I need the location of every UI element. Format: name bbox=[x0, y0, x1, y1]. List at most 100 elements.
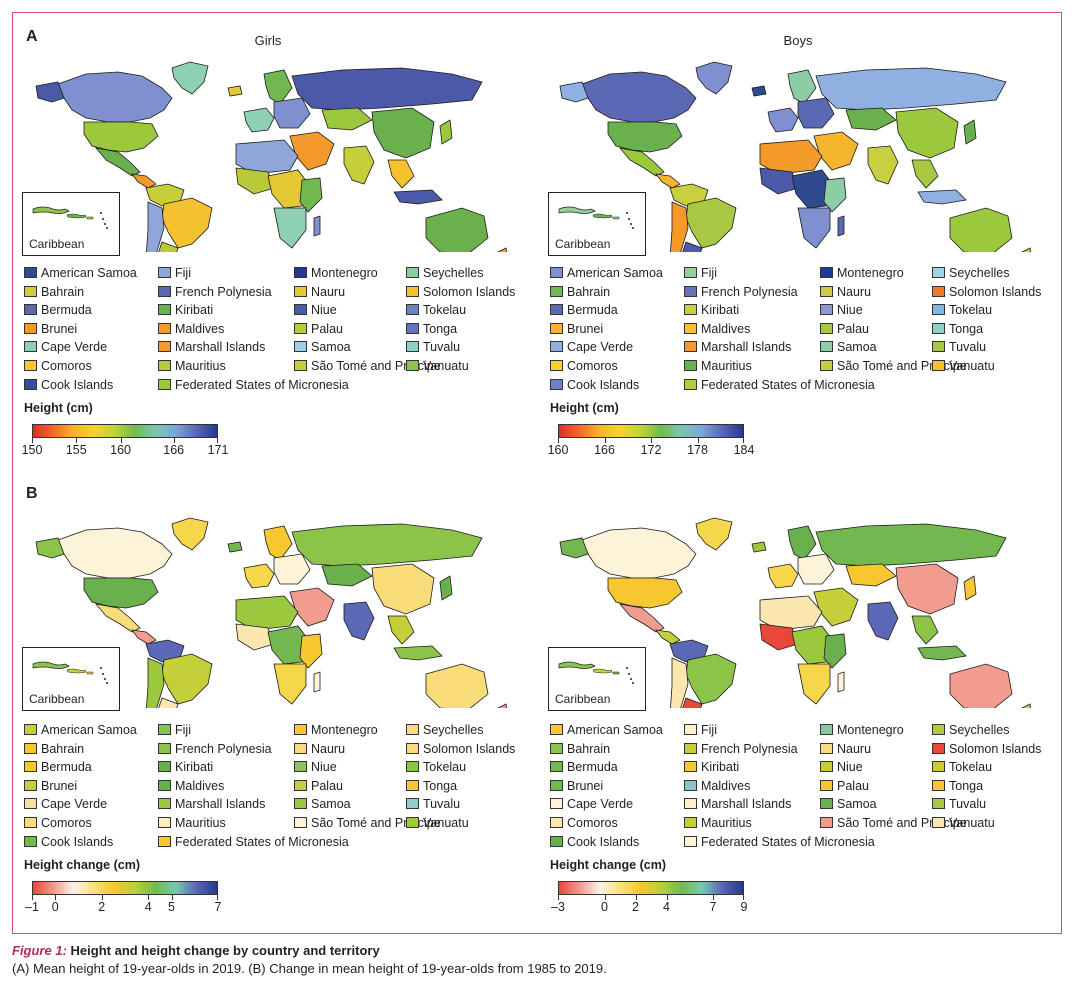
region-east-africa bbox=[823, 177, 847, 213]
scale-tick bbox=[55, 895, 57, 900]
legend-swatch bbox=[932, 304, 945, 316]
caption-figure-number: Figure 1: bbox=[12, 943, 67, 958]
region-australia bbox=[949, 663, 1013, 708]
legend-swatch bbox=[406, 742, 419, 754]
legend-swatch bbox=[550, 742, 563, 754]
region-alaska bbox=[559, 537, 589, 559]
legend-item: Nauru bbox=[820, 741, 871, 757]
legend-item: Samoa bbox=[820, 796, 877, 812]
legend-item: Tonga bbox=[932, 321, 983, 337]
caribbean-inset: Caribbean bbox=[548, 192, 646, 256]
legend-label: Vanuatu bbox=[949, 359, 995, 373]
region-central-africa bbox=[791, 625, 835, 665]
region-japan bbox=[963, 119, 977, 145]
scale-tick-label: 0 bbox=[51, 900, 59, 914]
region-north-africa bbox=[759, 139, 823, 175]
scale-tick bbox=[217, 438, 218, 443]
legend-item: Fiji bbox=[158, 722, 191, 738]
legend-label: Cook Islands bbox=[41, 834, 114, 849]
legend-label: Cook Islands bbox=[567, 834, 640, 849]
legend-item: Kiribati bbox=[684, 302, 739, 318]
region-mexico bbox=[94, 147, 141, 177]
legend-item: Tonga bbox=[932, 778, 983, 794]
legend-label: Fiji bbox=[175, 266, 191, 280]
region-china bbox=[895, 107, 959, 159]
legend-label: Brunei bbox=[567, 778, 604, 793]
caribbean-islands-shape bbox=[558, 206, 634, 229]
legend-item: Comoros bbox=[24, 358, 92, 374]
legend-swatch bbox=[158, 304, 171, 316]
legend-item: Tuvalu bbox=[932, 339, 986, 355]
legend-swatch bbox=[820, 267, 833, 278]
region-western-europe bbox=[767, 563, 799, 589]
legend-swatch bbox=[158, 285, 171, 297]
legend-label: Maldives bbox=[701, 321, 751, 336]
region-canada bbox=[581, 71, 697, 123]
legend-swatch bbox=[820, 304, 833, 316]
region-russia bbox=[291, 523, 483, 567]
region-usa bbox=[83, 577, 159, 609]
legend-boys-change: American Samoa Bahrain Bermuda Brunei Cape V… bbox=[550, 722, 1060, 849]
legend-swatch bbox=[158, 779, 171, 791]
legend-swatch bbox=[294, 724, 307, 735]
legend-label: Vanuatu bbox=[423, 816, 469, 830]
figure-caption: Figure 1: Height and height change by co… bbox=[12, 942, 607, 978]
legend-item: Cook Islands bbox=[24, 834, 113, 850]
scale-tick-label: 155 bbox=[65, 443, 87, 457]
legend-swatch bbox=[550, 761, 563, 773]
legend-swatch bbox=[550, 779, 563, 791]
legend-item: French Polynesia bbox=[684, 284, 798, 300]
legend-label: Kiribati bbox=[175, 303, 214, 318]
legend-swatch bbox=[294, 742, 307, 754]
legend-item: Brunei bbox=[24, 321, 77, 337]
legend-item: Fiji bbox=[158, 265, 191, 281]
world-map-girls-change bbox=[35, 517, 507, 708]
legend-swatch bbox=[406, 322, 419, 334]
legend-swatch bbox=[684, 322, 697, 334]
region-west-africa bbox=[759, 167, 799, 195]
scale-tick bbox=[635, 895, 637, 900]
color-scale-girls-change: –1 0 2 4 5 7 bbox=[25, 881, 221, 917]
legend-item: Montenegro bbox=[820, 265, 904, 281]
legend-label: Solomon Islands bbox=[949, 741, 1042, 756]
region-madagascar bbox=[837, 215, 845, 237]
legend-swatch bbox=[294, 761, 307, 773]
legend-item: Palau bbox=[294, 321, 343, 337]
scale-tick-label: 150 bbox=[21, 443, 43, 457]
region-western-europe bbox=[767, 107, 799, 133]
region-mexico bbox=[618, 603, 665, 633]
region-brazil bbox=[161, 197, 213, 249]
legend-item: Kiribati bbox=[684, 759, 739, 775]
scale-tick-label: 172 bbox=[640, 443, 662, 457]
caribbean-inset: Caribbean bbox=[22, 647, 120, 711]
legend-label: Tuvalu bbox=[949, 340, 987, 355]
legend-label: Palau bbox=[311, 321, 343, 336]
legend-label: Cook Islands bbox=[41, 377, 114, 392]
panel-letter-b: B bbox=[26, 485, 38, 502]
region-canada bbox=[581, 527, 697, 579]
legend-item: Maldives bbox=[684, 321, 750, 337]
scale-tick bbox=[651, 438, 652, 443]
region-greenland bbox=[695, 61, 733, 95]
legend-item: French Polynesia bbox=[158, 284, 272, 300]
region-argentina bbox=[682, 697, 703, 708]
region-central-africa bbox=[267, 169, 311, 209]
legend-swatch bbox=[24, 267, 37, 278]
region-indonesia bbox=[917, 189, 967, 205]
legend-swatch bbox=[406, 761, 419, 773]
legend-swatch bbox=[158, 835, 171, 847]
legend-item: Kiribati bbox=[158, 759, 213, 775]
inset-label: Caribbean bbox=[29, 237, 85, 251]
legend-label: American Samoa bbox=[567, 266, 663, 280]
scale-tick bbox=[604, 438, 606, 443]
region-argentina bbox=[158, 241, 179, 252]
region-greenland bbox=[171, 61, 209, 95]
legend-label: Montenegro bbox=[837, 266, 904, 280]
legend-label: Tuvalu bbox=[423, 797, 461, 812]
legend-label: Samoa bbox=[311, 797, 351, 812]
legend-item: Niue bbox=[820, 759, 863, 775]
region-indonesia bbox=[393, 645, 443, 661]
legend-label: Cape Verde bbox=[567, 340, 634, 355]
region-southern-africa bbox=[273, 663, 307, 705]
legend-item: Cook Islands bbox=[550, 377, 639, 393]
